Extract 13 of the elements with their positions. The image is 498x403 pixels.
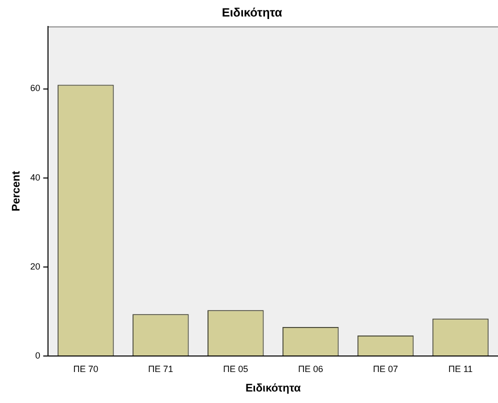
x-tick-label: ΠΕ 71 bbox=[148, 364, 174, 374]
x-tick-label: ΠΕ 70 bbox=[73, 364, 98, 374]
x-tick-label: ΠΕ 11 bbox=[448, 364, 473, 374]
y-tick-label: 40 bbox=[30, 172, 40, 182]
chart-title: Ειδικότητα bbox=[222, 6, 283, 20]
x-axis-title: Ειδικότητα bbox=[245, 382, 301, 394]
y-tick-label: 0 bbox=[35, 350, 40, 360]
y-tick-label: 20 bbox=[30, 261, 40, 272]
y-axis-title: Percent bbox=[10, 170, 23, 212]
x-tick-label: ΠΕ 05 bbox=[223, 364, 248, 374]
x-tick-label: ΠΕ 07 bbox=[373, 364, 398, 374]
y-tick-label: 60 bbox=[30, 83, 40, 94]
x-tick-label: ΠΕ 06 bbox=[298, 364, 324, 374]
